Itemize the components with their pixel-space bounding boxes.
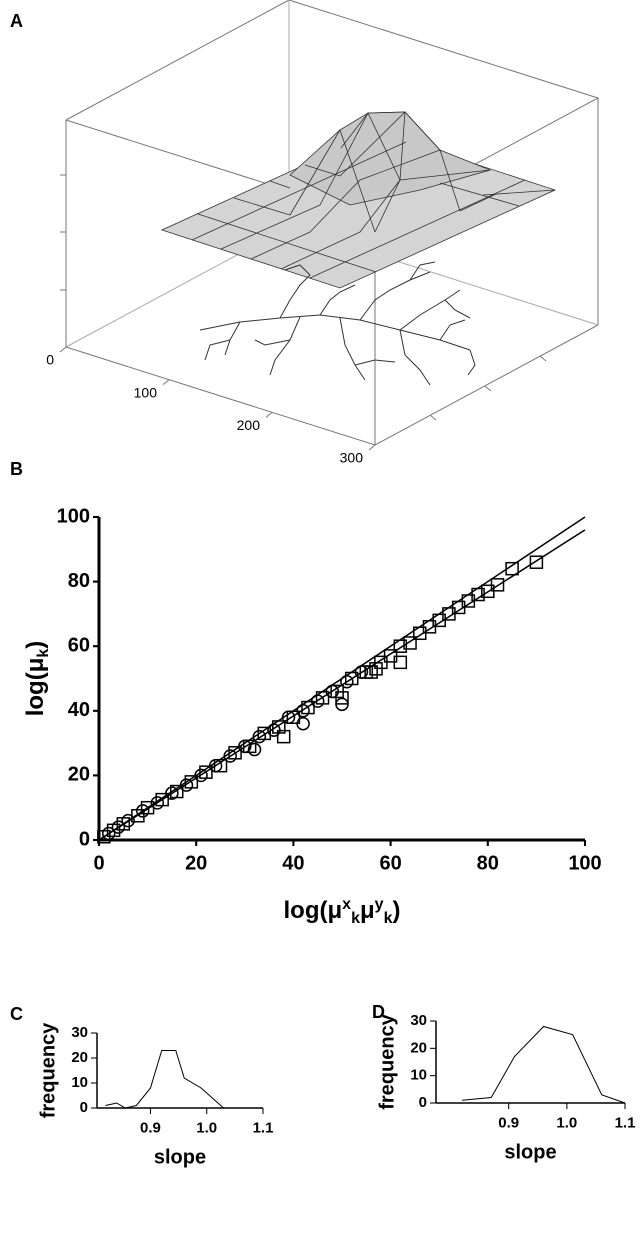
x-axis-label: slope: [504, 1141, 556, 1163]
point: [393, 655, 408, 670]
y-axis-label: frequency: [376, 1013, 398, 1109]
x-tick-label: 60: [379, 852, 401, 874]
x-tick-label: 200: [237, 417, 261, 433]
y-tick-label: 10: [71, 1074, 88, 1091]
point: [335, 697, 349, 712]
panel-label: C: [10, 1004, 23, 1024]
point: [194, 768, 208, 783]
y-axis-label: log(μk): [22, 641, 52, 717]
y-tick-label: 10: [410, 1067, 427, 1084]
x-tick-label: 1.1: [615, 1114, 636, 1131]
point: [247, 742, 262, 757]
surface: [160, 110, 557, 289]
x-tick-label: 0: [46, 352, 54, 368]
point: [310, 694, 325, 708]
point: [121, 813, 135, 828]
point: [150, 796, 165, 810]
x-tick-label: 100: [134, 384, 158, 400]
line: [105, 1050, 224, 1109]
y-tick-label: 0: [419, 1094, 427, 1111]
label-part: x: [342, 896, 351, 913]
point: [101, 826, 116, 841]
point: [490, 578, 505, 592]
y-tick-label: 80: [68, 570, 90, 592]
x-tick-label: 0.9: [140, 1119, 161, 1136]
y-tick-label: 20: [71, 1049, 88, 1066]
x-tick-label: 100: [568, 852, 601, 874]
label-part: ): [22, 641, 49, 649]
point: [135, 804, 150, 818]
x-axis-label: log(μxkμyk): [284, 896, 401, 927]
point: [179, 778, 194, 792]
panel-label: B: [10, 459, 23, 479]
point: [208, 758, 223, 773]
point: [354, 665, 369, 679]
point: [267, 723, 281, 737]
point: [296, 716, 310, 731]
y-tick-label: 20: [410, 1039, 427, 1056]
y-tick-label: 20: [68, 764, 90, 786]
x-tick-label: 20: [185, 852, 207, 874]
point: [335, 691, 349, 705]
x-tick: [59, 346, 67, 353]
x-tick-label: 1.1: [253, 1119, 274, 1136]
point: [393, 639, 408, 653]
label-part: μ: [360, 897, 375, 924]
label-part: k: [351, 910, 360, 927]
label-part: k: [384, 910, 393, 927]
label-part: log(μ: [22, 658, 49, 717]
point: [252, 729, 267, 744]
x-axis-label: slope: [154, 1146, 206, 1168]
x-tick-label: 0.9: [498, 1114, 519, 1131]
x-tick-label: 300: [340, 450, 364, 466]
point: [276, 729, 291, 744]
y-tick-label: 30: [410, 1012, 427, 1029]
point: [286, 710, 301, 725]
x-tick-label: 0: [93, 852, 104, 874]
point: [403, 636, 417, 650]
y-tick-label: 30: [71, 1024, 88, 1041]
y-axis-label: frequency: [37, 1022, 59, 1118]
dendrite: [199, 261, 476, 386]
point: [223, 749, 237, 763]
label-part: k: [35, 649, 52, 658]
x-tick: [368, 444, 376, 451]
label-part: ): [392, 897, 400, 924]
x-tick-label: 80: [477, 852, 499, 874]
point: [505, 561, 519, 576]
panel-label: D: [372, 1002, 385, 1022]
y-tick-label: 60: [68, 634, 90, 656]
point: [471, 587, 485, 602]
y-tick-label: 100: [57, 505, 90, 527]
x-tick-label: 40: [282, 852, 304, 874]
point: [364, 665, 378, 679]
point: [111, 820, 126, 834]
line: [462, 1025, 626, 1104]
point: [529, 555, 544, 569]
y-tick-label: 0: [79, 828, 90, 850]
label-part: y: [375, 896, 384, 913]
point: [296, 704, 310, 718]
x-tick-label: 1.0: [196, 1119, 217, 1136]
point: [281, 710, 296, 725]
label-part: log(μ: [284, 897, 343, 924]
y-tick-label: 40: [68, 699, 90, 721]
x-tick: [162, 379, 170, 386]
point: [213, 758, 228, 773]
point: [165, 786, 179, 800]
y-tick-label: 0: [80, 1099, 88, 1116]
panel-label: A: [10, 11, 23, 31]
x-tick-label: 1.0: [556, 1114, 577, 1131]
point: [325, 684, 340, 699]
x-tick: [265, 411, 273, 418]
point: [340, 674, 354, 689]
point: [238, 739, 252, 754]
